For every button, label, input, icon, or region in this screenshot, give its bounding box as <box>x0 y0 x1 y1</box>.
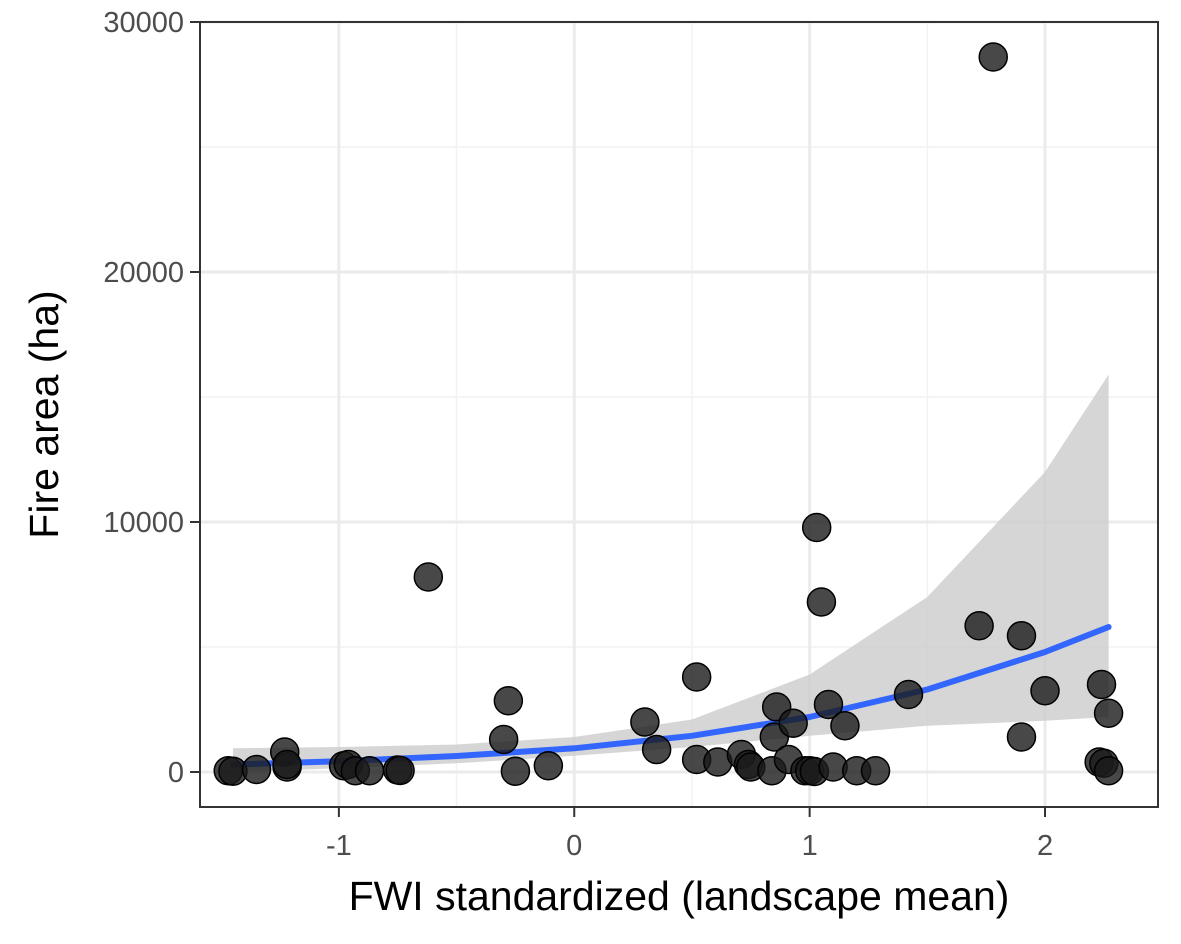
y-tick-label: 30000 <box>103 7 184 39</box>
data-point <box>413 562 444 592</box>
data-point <box>830 711 860 741</box>
data-point <box>500 756 531 786</box>
data-point <box>1093 756 1124 786</box>
data-point <box>860 756 891 786</box>
y-tick-label: 0 <box>168 757 184 789</box>
confidence-band <box>233 374 1109 772</box>
data-point <box>1086 669 1117 700</box>
data-point <box>778 708 808 738</box>
data-point <box>964 611 994 641</box>
data-point <box>493 686 524 716</box>
data-point <box>801 512 832 543</box>
x-tick-label: 2 <box>1037 830 1053 862</box>
x-tick-label: 1 <box>802 830 818 862</box>
data-point <box>272 749 302 780</box>
data-point <box>241 754 272 785</box>
x-tick-label: 0 <box>566 830 582 862</box>
data-point <box>893 679 924 710</box>
panel-border <box>199 21 1159 808</box>
data-point <box>385 755 415 786</box>
data-point <box>488 724 519 755</box>
data-point <box>630 707 660 737</box>
data-point <box>533 751 564 781</box>
data-point <box>978 42 1008 72</box>
confidence-band-layer <box>233 374 1109 772</box>
y-tick-label: 20000 <box>103 257 184 289</box>
data-point <box>681 662 712 692</box>
data-point <box>1093 698 1124 728</box>
x-tick-label: -1 <box>326 830 352 862</box>
y-tick-label: 10000 <box>103 507 184 539</box>
data-point <box>1030 676 1060 706</box>
axis-ticks: -1 0 1 2 0 10000 20000 30000 <box>103 7 1053 862</box>
data-point <box>354 756 385 786</box>
x-axis-title: FWI standardized (landscape mean) <box>349 873 1010 919</box>
data-points-layer <box>213 42 1124 787</box>
data-point <box>1006 621 1037 651</box>
data-point <box>641 734 672 765</box>
data-point <box>813 689 844 720</box>
data-point <box>1006 722 1037 752</box>
y-axis-title: Fire area (ha) <box>21 290 67 538</box>
data-point <box>806 587 837 617</box>
